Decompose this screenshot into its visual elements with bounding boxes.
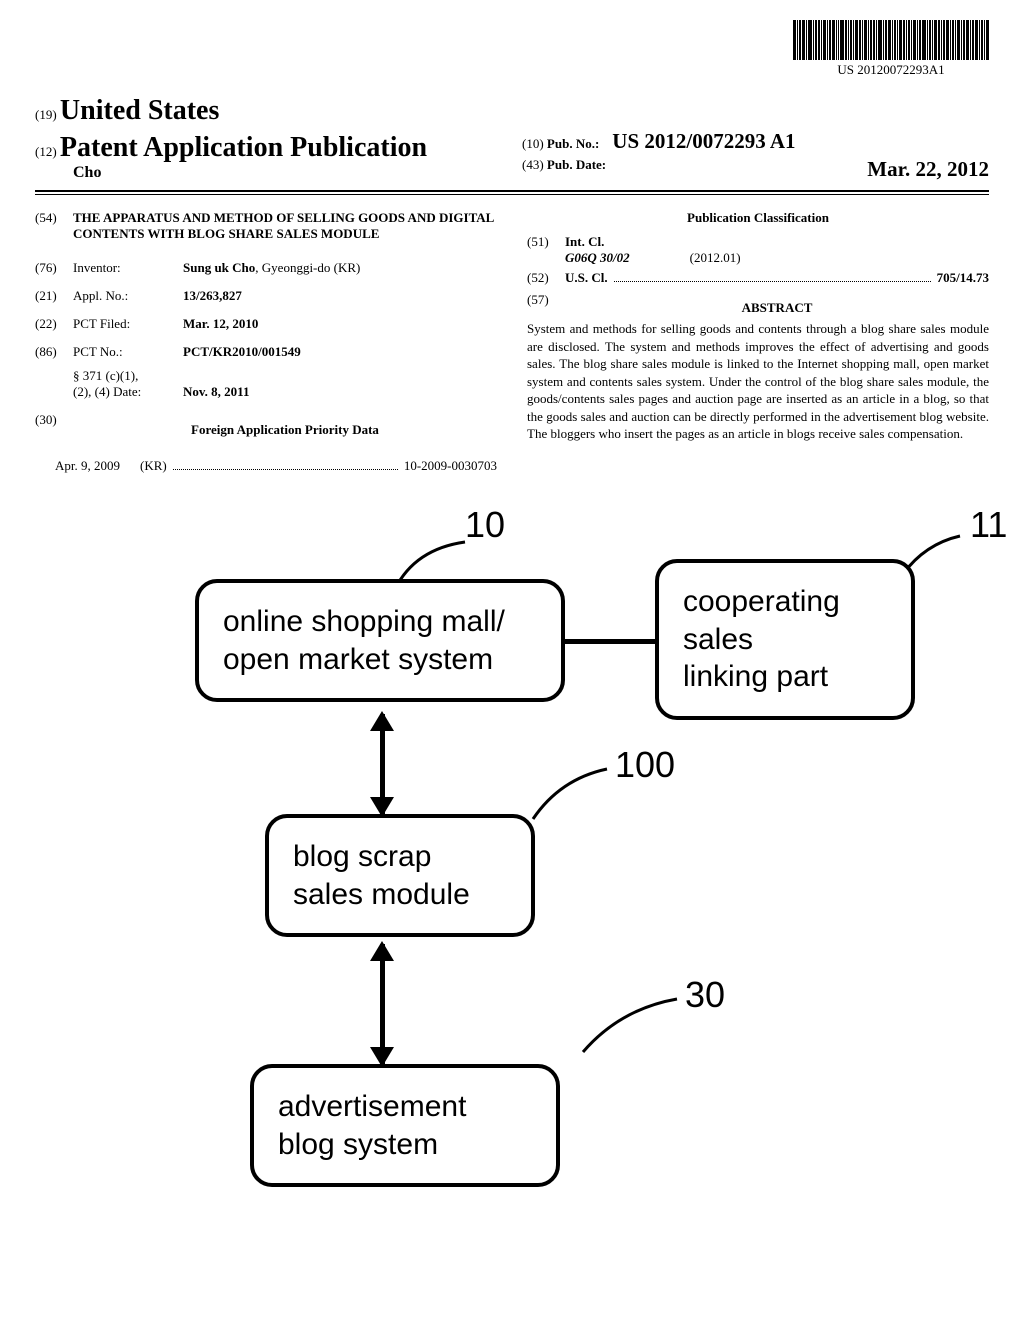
code-22: (22) bbox=[35, 316, 73, 332]
barcode-graphic bbox=[793, 20, 989, 60]
uscl-label: U.S. Cl. bbox=[565, 270, 608, 286]
pub-type: Patent Application Publication bbox=[60, 132, 427, 163]
header-divider-thin bbox=[35, 194, 989, 195]
pub-date-line: (43) Pub. Date: Mar. 22, 2012 bbox=[522, 157, 989, 182]
box-100-text: blog scrap sales module bbox=[293, 840, 470, 911]
box-11-text: cooperating sales linking part bbox=[683, 585, 840, 693]
bibliographic-section: (54) THE APPARATUS AND METHOD OF SELLING… bbox=[35, 210, 989, 474]
s371-date: Nov. 8, 2011 bbox=[183, 384, 249, 400]
ref-num-100: 100 bbox=[615, 744, 675, 786]
foreign-date: Apr. 9, 2009 bbox=[35, 458, 120, 474]
foreign-app-no: 10-2009-0030703 bbox=[404, 458, 497, 474]
s371-line2: (2), (4) Date: bbox=[73, 384, 183, 400]
code-54: (54) bbox=[35, 210, 73, 242]
author-text: Cho bbox=[73, 164, 101, 181]
pctno-value: PCT/KR2010/001549 bbox=[183, 344, 301, 360]
pub-no-line: (10) Pub. No.: US 2012/0072293 A1 bbox=[522, 129, 989, 154]
invention-title: THE APPARATUS AND METHOD OF SELLING GOOD… bbox=[73, 210, 497, 242]
author-name: Cho bbox=[35, 164, 502, 182]
code-30: (30) bbox=[35, 412, 73, 446]
intcl-year: (2012.01) bbox=[690, 250, 741, 266]
pub-date: Mar. 22, 2012 bbox=[867, 157, 989, 182]
ref-num-11: 11 bbox=[970, 504, 1007, 546]
intcl-class: G06Q 30/02 bbox=[565, 250, 630, 266]
uscl-dotted bbox=[614, 281, 931, 282]
code-51: (51) bbox=[527, 234, 565, 266]
ref-num-30: 30 bbox=[685, 974, 725, 1016]
code-76: (76) bbox=[35, 260, 73, 276]
biblio-left-column: (54) THE APPARATUS AND METHOD OF SELLING… bbox=[35, 210, 497, 474]
code-21: (21) bbox=[35, 288, 73, 304]
pub-classification-heading: Publication Classification bbox=[527, 210, 989, 226]
box-30-text: advertisement blog system bbox=[278, 1090, 466, 1161]
pctfiled-label: PCT Filed: bbox=[73, 316, 183, 332]
pub-type-line: (12) Patent Application Publication bbox=[35, 132, 502, 164]
connector-10-11 bbox=[565, 634, 655, 644]
applno-label: Appl. No.: bbox=[73, 288, 183, 304]
code-19: (19) bbox=[35, 107, 57, 122]
figure-diagram: 10 11 100 30 online shopping mall/ open … bbox=[35, 504, 989, 1264]
s371-line1: § 371 (c)(1), bbox=[73, 368, 249, 384]
connector-100-30 bbox=[370, 944, 394, 1064]
leader-line-30 bbox=[575, 994, 685, 1054]
applno-value: 13/263,827 bbox=[183, 288, 242, 304]
document-header: (19) United States (12) Patent Applicati… bbox=[35, 95, 989, 195]
box-advertisement-blog: advertisement blog system bbox=[250, 1064, 560, 1187]
code-52: (52) bbox=[527, 270, 565, 286]
barcode-block: US 20120072293A1 bbox=[793, 20, 989, 78]
leader-line-100 bbox=[525, 764, 615, 824]
connector-10-100 bbox=[370, 714, 394, 814]
foreign-priority-heading: Foreign Application Priority Data bbox=[73, 422, 497, 438]
pctno-label: PCT No.: bbox=[73, 344, 183, 360]
inventor-suffix: , Gyeonggi-do (KR) bbox=[255, 260, 360, 275]
uscl-value: 705/14.73 bbox=[937, 270, 989, 286]
box-10-text: online shopping mall/ open market system bbox=[223, 605, 505, 676]
abstract-text: System and methods for selling goods and… bbox=[527, 320, 989, 443]
code-57: (57) bbox=[527, 292, 565, 320]
box-cooperating-sales: cooperating sales linking part bbox=[655, 559, 915, 720]
dotted-leader bbox=[173, 469, 398, 470]
box-blog-scrap: blog scrap sales module bbox=[265, 814, 535, 937]
foreign-priority-line: Apr. 9, 2009 (KR) 10-2009-0030703 bbox=[35, 458, 497, 474]
abstract-heading: ABSTRACT bbox=[565, 300, 989, 316]
code-12: (12) bbox=[35, 144, 57, 159]
pctfiled-value: Mar. 12, 2010 bbox=[183, 316, 258, 332]
country-name: United States bbox=[60, 95, 219, 126]
code-10: (10) bbox=[522, 136, 544, 151]
header-divider-thick bbox=[35, 190, 989, 192]
country-line: (19) United States bbox=[35, 95, 989, 127]
pub-date-label: Pub. Date: bbox=[547, 157, 606, 172]
inventor-label: Inventor: bbox=[73, 260, 183, 276]
foreign-country: (KR) bbox=[140, 458, 167, 474]
barcode-text: US 20120072293A1 bbox=[793, 62, 989, 78]
pub-no: US 2012/0072293 A1 bbox=[612, 129, 795, 153]
code-43: (43) bbox=[522, 157, 544, 172]
box-online-shopping: online shopping mall/ open market system bbox=[195, 579, 565, 702]
code-86: (86) bbox=[35, 344, 73, 360]
inventor-name: Sung uk Cho bbox=[183, 260, 255, 275]
biblio-right-column: Publication Classification (51) Int. Cl.… bbox=[527, 210, 989, 474]
pub-no-label: Pub. No.: bbox=[547, 136, 599, 151]
intcl-label: Int. Cl. bbox=[565, 234, 604, 249]
code-86-blank bbox=[35, 368, 73, 400]
